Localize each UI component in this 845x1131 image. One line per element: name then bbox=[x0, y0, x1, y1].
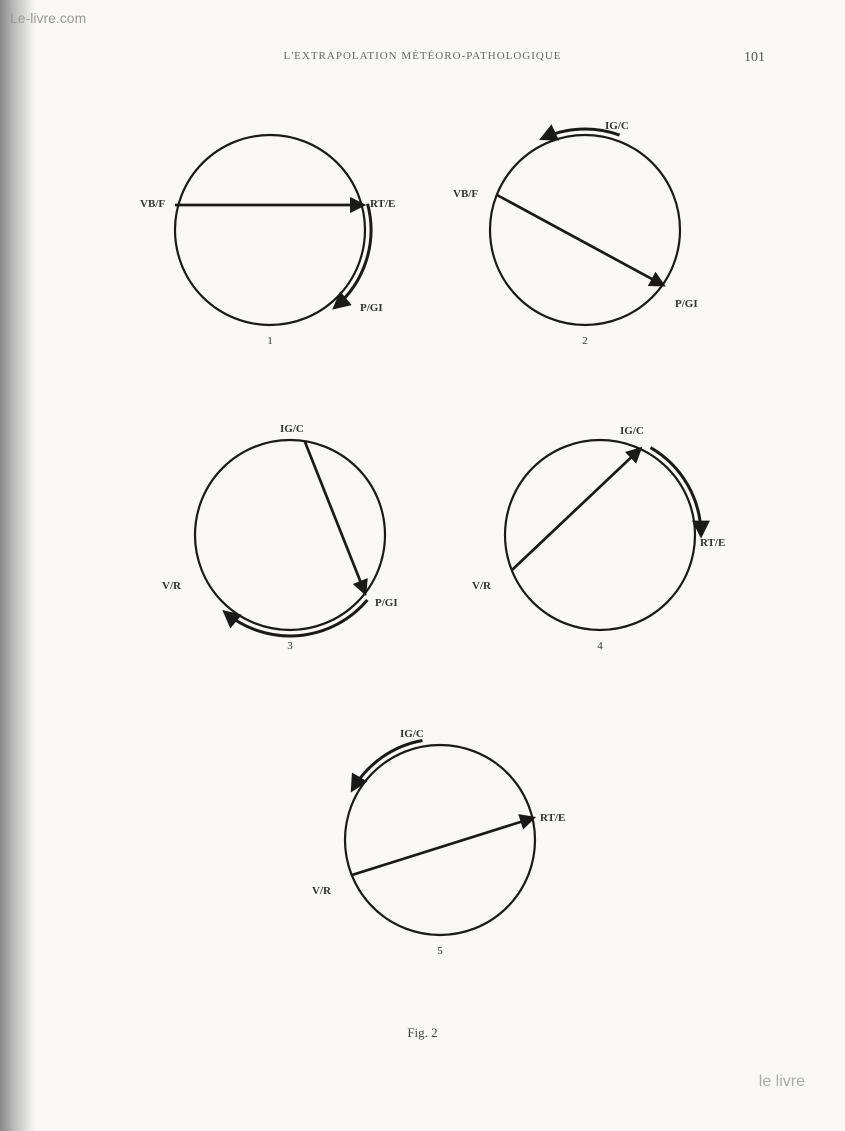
diagram-svg-3 bbox=[165, 410, 415, 660]
diagram-label: V/R bbox=[312, 885, 331, 897]
diagram-label: V/R bbox=[162, 580, 181, 592]
diagram-svg-4 bbox=[475, 410, 725, 660]
diagram-1: VB/FRT/EP/GI1 bbox=[145, 105, 395, 355]
circle-outline bbox=[505, 440, 695, 630]
diagram-label: IG/C bbox=[605, 120, 629, 132]
chord-arrow bbox=[512, 449, 640, 570]
book-binding-edge bbox=[0, 0, 35, 1131]
diagram-number: 3 bbox=[287, 640, 293, 652]
figure-caption: Fig. 2 bbox=[407, 1025, 437, 1041]
diagram-4: IG/C RT/E V/R 4 bbox=[475, 410, 725, 660]
diagram-label: V/R bbox=[472, 580, 491, 592]
diagram-label: RT/E bbox=[540, 812, 565, 824]
page-number: 101 bbox=[744, 50, 765, 66]
watermark-top: Le-livre.com bbox=[10, 10, 86, 26]
diagram-svg-5 bbox=[315, 715, 565, 965]
diagram-label: VB/F bbox=[140, 198, 165, 210]
circle-outline bbox=[490, 135, 680, 325]
diagram-label: P/GI bbox=[675, 298, 698, 310]
diagram-5: IG/C RT/E V/R 5 bbox=[315, 715, 565, 965]
diagram-label: RT/E bbox=[370, 198, 395, 210]
diagram-label: RT/E bbox=[700, 537, 725, 549]
circle-outline bbox=[195, 440, 385, 630]
circle-outline bbox=[175, 135, 365, 325]
page-header-title: L'EXTRAPOLATION MÉTÉORO-PATHOLOGIQUE bbox=[283, 50, 561, 62]
chord-arrow bbox=[497, 195, 663, 285]
diagram-label: VB/F bbox=[453, 188, 478, 200]
diagram-2: IG/CVB/FP/GI2 bbox=[460, 105, 710, 355]
diagram-3: IG/C V/R P/GI 3 bbox=[165, 410, 415, 660]
diagram-label: IG/C bbox=[280, 423, 304, 435]
diagram-label: P/GI bbox=[375, 597, 398, 609]
diagram-label: P/GI bbox=[360, 302, 383, 314]
diagram-label: IG/C bbox=[400, 728, 424, 740]
diagram-label: IG/C bbox=[620, 425, 644, 437]
chord-arrow bbox=[305, 442, 365, 593]
diagram-svg-1 bbox=[145, 105, 395, 355]
diagram-number: 1 bbox=[267, 335, 273, 347]
chord-arrow bbox=[352, 818, 533, 875]
arc-arrow bbox=[353, 741, 423, 790]
circle-outline bbox=[345, 745, 535, 935]
arc-arrow bbox=[335, 204, 371, 308]
diagram-number: 5 bbox=[437, 945, 443, 957]
watermark-bottom: le livre bbox=[759, 1073, 805, 1091]
diagram-svg-2 bbox=[460, 105, 710, 355]
diagram-number: 2 bbox=[582, 335, 588, 347]
diagram-number: 4 bbox=[597, 640, 603, 652]
